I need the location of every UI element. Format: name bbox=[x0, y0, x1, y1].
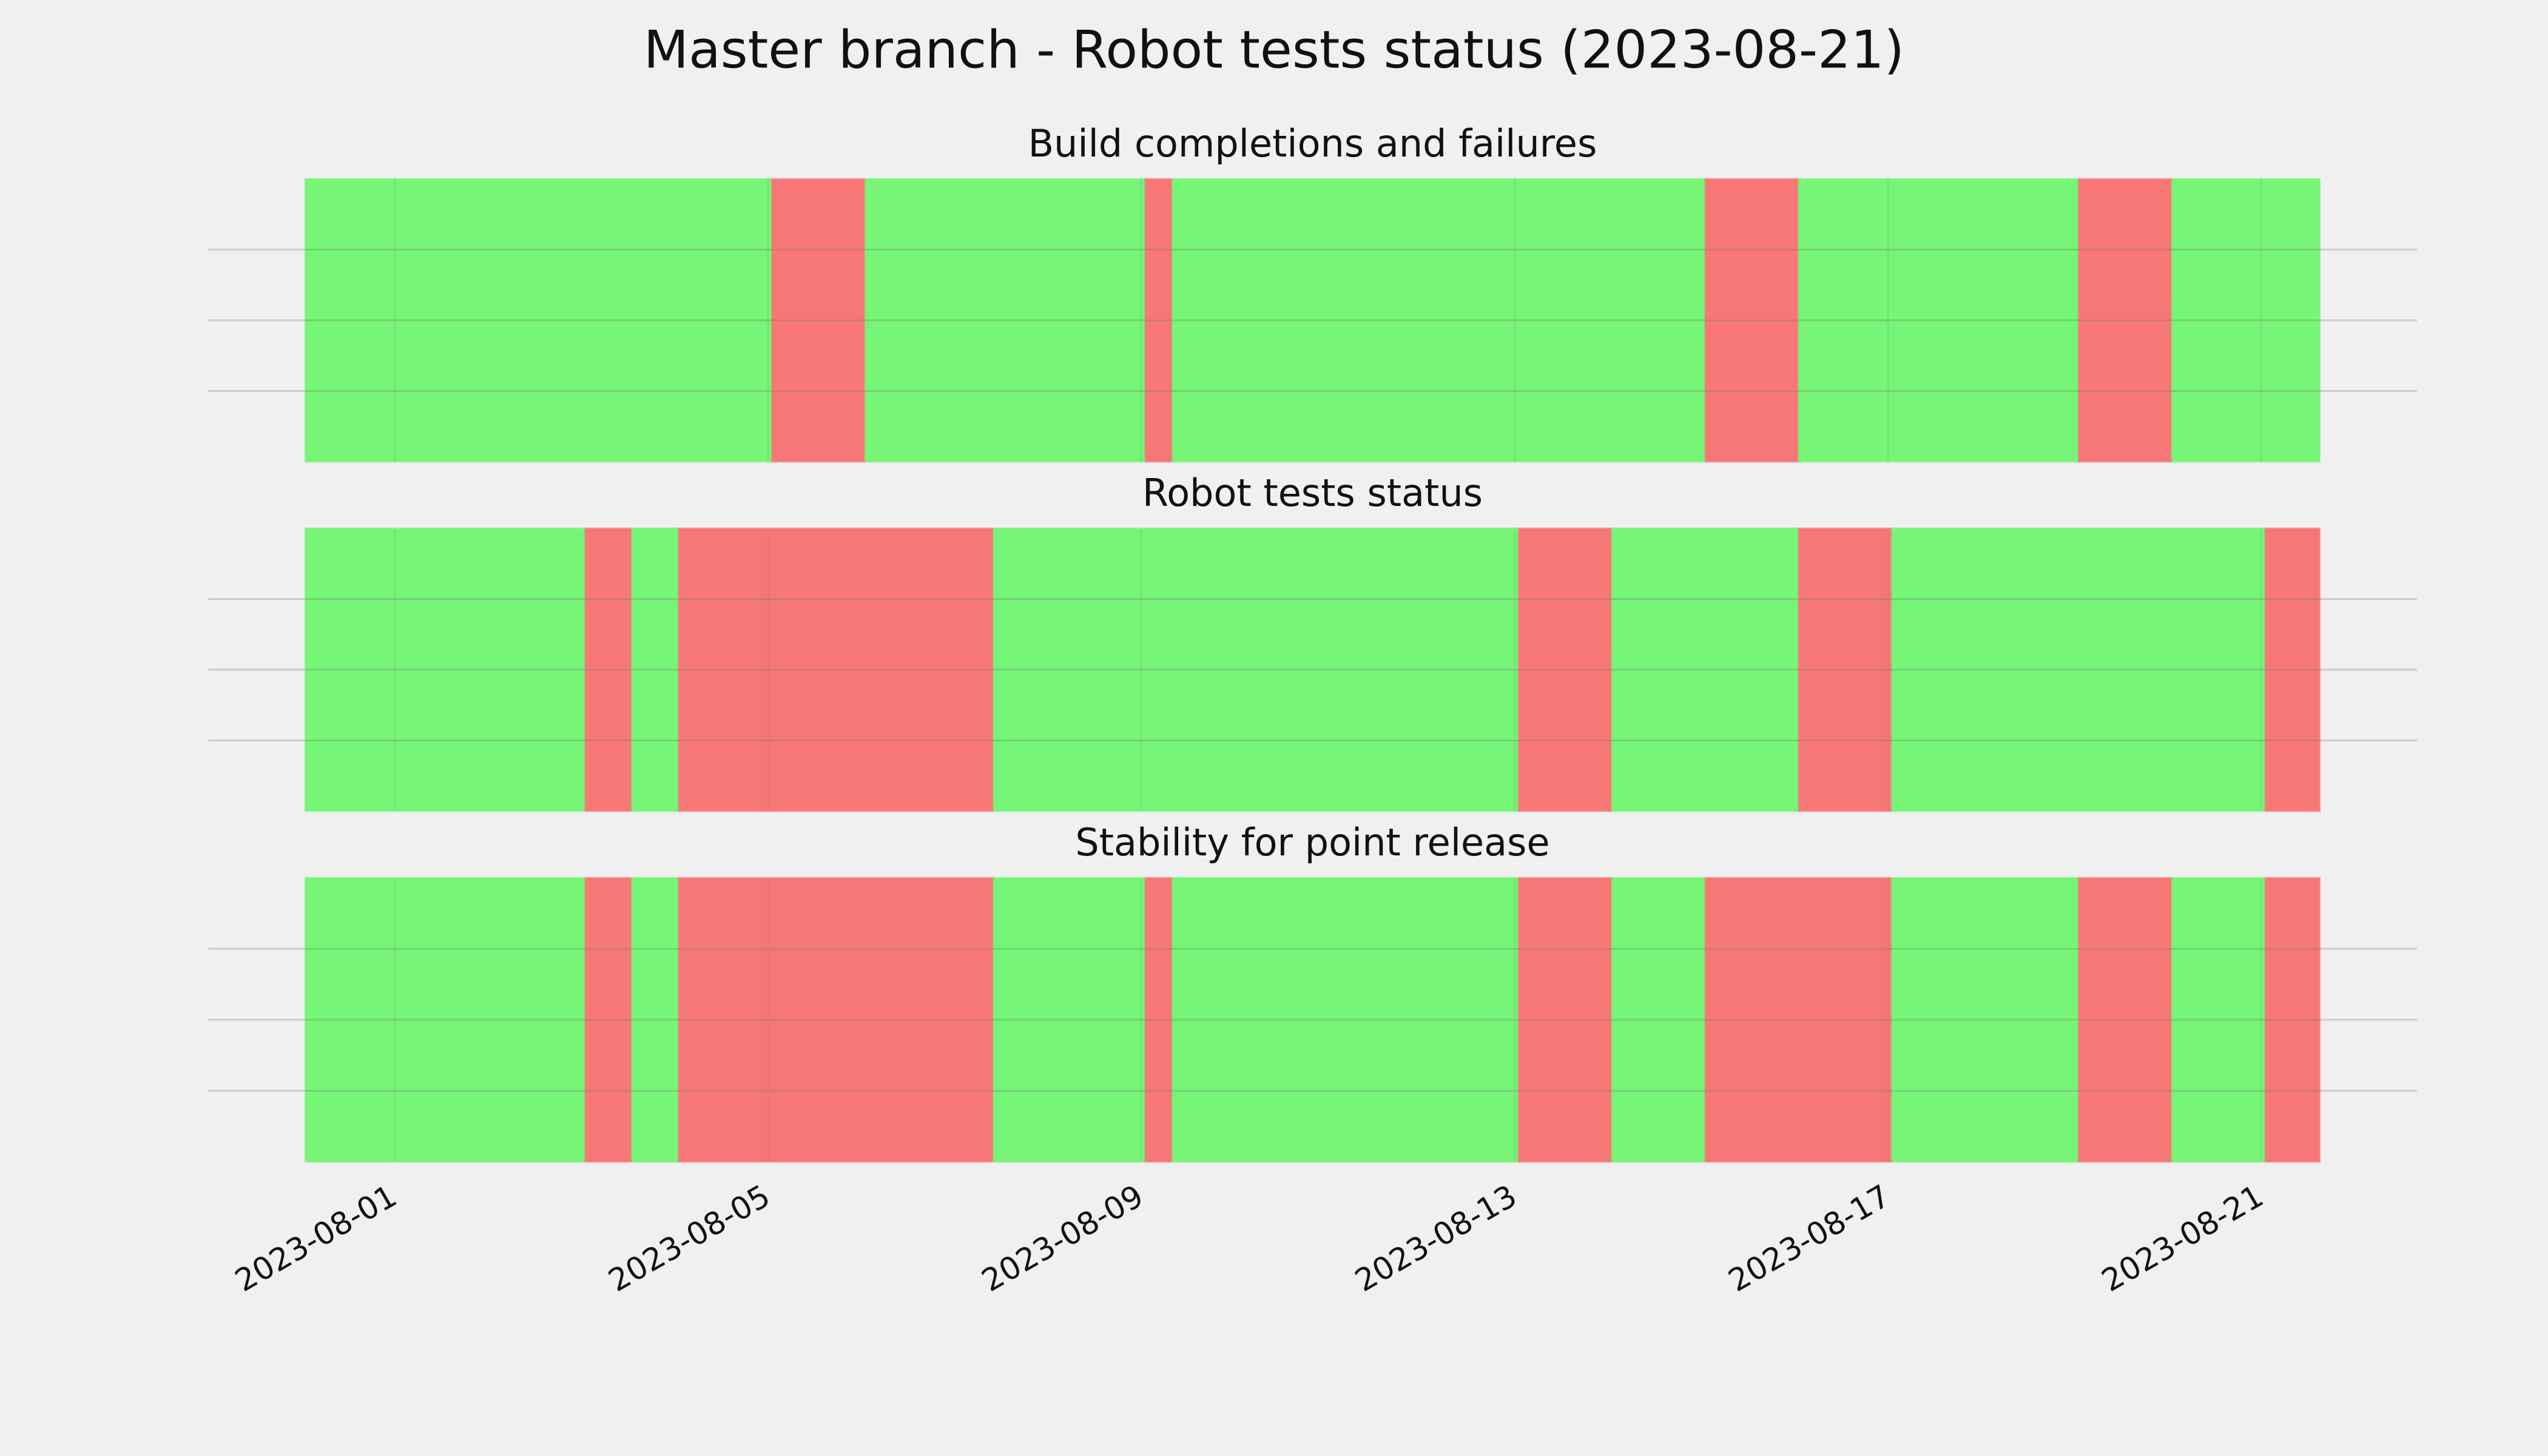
status-segment bbox=[1891, 527, 2267, 812]
status-segment bbox=[1891, 877, 2080, 1163]
status-segment bbox=[1517, 527, 1613, 812]
status-segment bbox=[678, 527, 995, 812]
status-segment bbox=[1144, 178, 1174, 463]
status-segment bbox=[1144, 877, 1174, 1163]
status-segment bbox=[2264, 527, 2321, 812]
status-segment bbox=[2171, 877, 2267, 1163]
status-segment bbox=[1171, 178, 1707, 463]
status-segment bbox=[2077, 877, 2173, 1163]
status-segment bbox=[864, 178, 1147, 463]
status-segment bbox=[2264, 877, 2321, 1163]
status-segment bbox=[584, 877, 633, 1163]
chart-title: Master branch - Robot tests status (2023… bbox=[644, 19, 1904, 80]
status-segment bbox=[631, 877, 680, 1163]
status-segment bbox=[678, 877, 995, 1163]
status-segment bbox=[1798, 178, 2080, 463]
status-segment bbox=[304, 527, 587, 812]
status-segment bbox=[304, 877, 587, 1163]
status-segment bbox=[993, 877, 1147, 1163]
status-segment bbox=[2171, 178, 2321, 463]
status-segment bbox=[304, 178, 773, 463]
status-segment bbox=[2077, 178, 2173, 463]
status-segment bbox=[1517, 877, 1613, 1163]
status-segment bbox=[1704, 178, 1800, 463]
status-segment bbox=[584, 527, 633, 812]
panel-title: Robot tests status bbox=[1142, 471, 1483, 515]
panel-title: Stability for point release bbox=[1075, 820, 1549, 864]
status-segment bbox=[1611, 877, 1707, 1163]
status-segment bbox=[993, 527, 1520, 812]
status-segment bbox=[1704, 877, 1893, 1163]
status-segment bbox=[1611, 527, 1800, 812]
status-segment bbox=[1798, 527, 1893, 812]
panel-title: Build completions and failures bbox=[1028, 121, 1597, 166]
status-segment bbox=[1171, 877, 1520, 1163]
status-segment bbox=[770, 178, 866, 463]
